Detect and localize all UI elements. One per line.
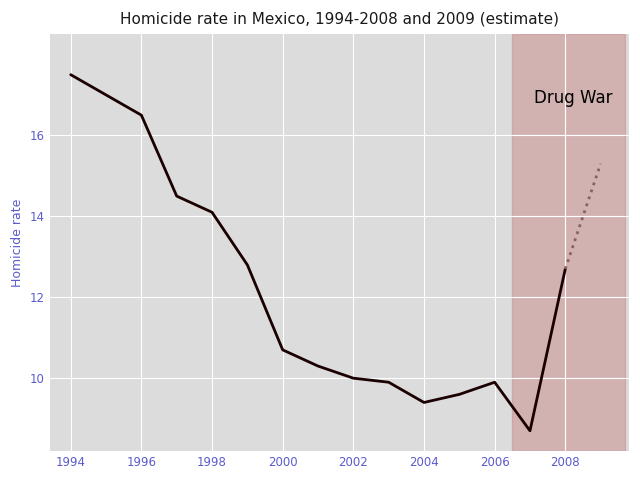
Title: Homicide rate in Mexico, 1994-2008 and 2009 (estimate): Homicide rate in Mexico, 1994-2008 and 2… [120,11,559,26]
Bar [512,34,625,451]
Y-axis label: Homicide rate: Homicide rate [11,198,24,287]
Text: Drug War: Drug War [534,89,612,107]
